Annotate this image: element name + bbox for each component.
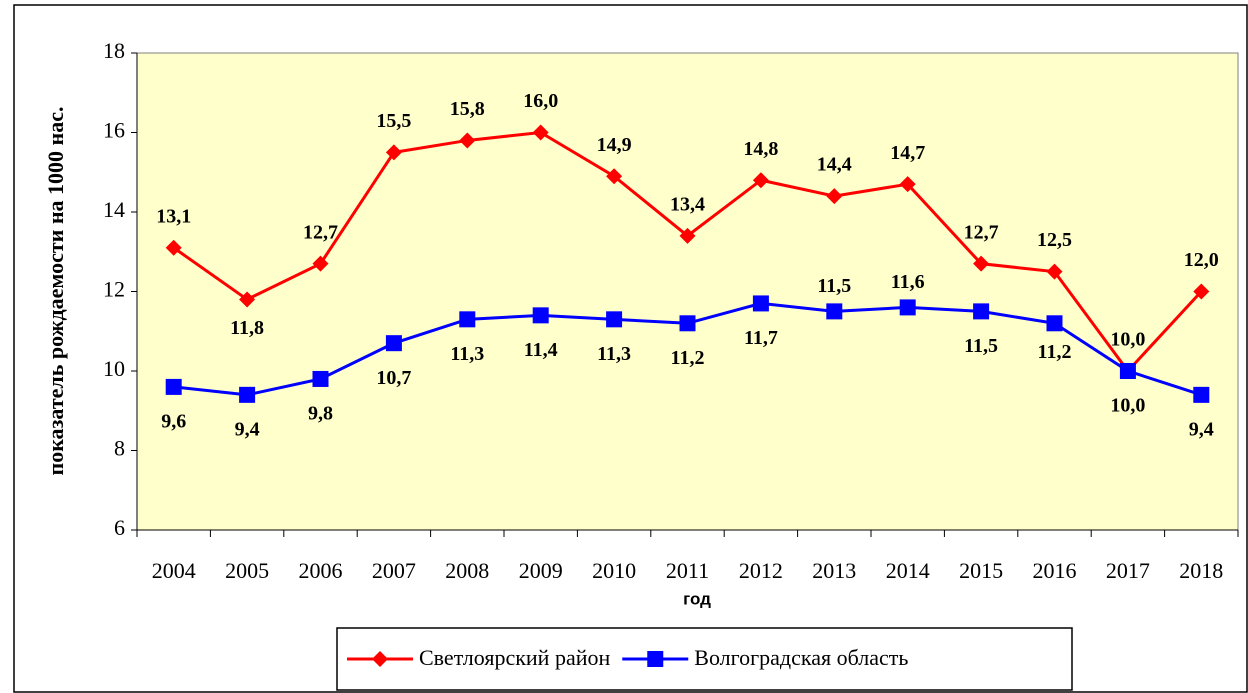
point <box>1119 363 1136 379</box>
data-label: 10,7 <box>376 367 411 389</box>
x-tick-label: 2009 <box>519 558 563 583</box>
data-label: 11,8 <box>230 317 264 339</box>
data-label: 12,0 <box>1184 249 1219 271</box>
legend-label: Волгоградская область <box>694 645 908 670</box>
x-tick-label: 2007 <box>372 558 416 583</box>
data-label: 13,1 <box>156 205 191 227</box>
x-tick-label: 2005 <box>225 558 269 583</box>
y-tick-label: 6 <box>114 515 125 540</box>
point <box>1046 315 1063 332</box>
data-label: 9,4 <box>235 418 260 440</box>
point <box>679 315 696 332</box>
data-label: 11,2 <box>671 347 705 369</box>
data-label: 14,4 <box>817 154 852 176</box>
data-label: 11,7 <box>744 327 778 349</box>
legend-marker <box>647 651 664 667</box>
x-tick-label: 2012 <box>739 558 783 583</box>
point <box>899 299 916 316</box>
y-tick-label: 10 <box>103 356 125 381</box>
point <box>312 370 329 387</box>
point <box>459 311 476 328</box>
point <box>239 291 256 308</box>
data-label: 15,8 <box>450 98 485 120</box>
point <box>459 132 476 149</box>
data-label: 11,3 <box>597 343 631 365</box>
point <box>239 386 256 403</box>
x-tick-label: 2018 <box>1179 558 1223 583</box>
x-tick-label: 2008 <box>445 558 489 583</box>
data-label: 11,4 <box>524 339 558 361</box>
y-tick-label: 16 <box>103 118 125 143</box>
point <box>826 303 843 320</box>
data-label: 11,5 <box>817 275 851 297</box>
point <box>532 124 549 141</box>
point <box>899 176 916 193</box>
point <box>1193 283 1210 300</box>
data-label: 11,5 <box>964 335 998 357</box>
point <box>385 144 402 161</box>
point <box>1193 386 1210 403</box>
x-tick-label: 2004 <box>152 558 196 583</box>
y-tick-label: 14 <box>103 197 125 222</box>
data-label: 12,7 <box>964 221 999 243</box>
point <box>752 172 769 189</box>
data-label: 12,5 <box>1037 229 1072 251</box>
data-label: 11,3 <box>450 343 484 365</box>
point <box>165 239 182 256</box>
x-tick-label: 2011 <box>666 558 709 583</box>
point <box>532 307 549 324</box>
data-label: 14,9 <box>597 134 632 156</box>
x-tick-label: 2015 <box>959 558 1003 583</box>
x-tick-label: 2017 <box>1106 558 1150 583</box>
point <box>606 168 623 185</box>
point <box>606 311 623 328</box>
x-tick-label: 2006 <box>299 558 343 583</box>
data-label: 13,4 <box>670 193 705 215</box>
point <box>973 255 990 272</box>
legend <box>336 627 1073 691</box>
data-label: 9,6 <box>161 410 186 432</box>
point <box>752 295 769 312</box>
y-tick-label: 12 <box>103 277 125 302</box>
x-axis-label: год <box>683 589 711 608</box>
data-label: 14,7 <box>890 142 925 164</box>
point <box>679 227 696 244</box>
y-axis-label: показатель рождаемости на 1000 нас. <box>43 107 68 476</box>
data-label: 11,2 <box>1038 341 1072 363</box>
data-label: 9,4 <box>1189 418 1214 440</box>
x-tick-label: 2013 <box>812 558 856 583</box>
point <box>385 335 402 352</box>
x-tick-label: 2014 <box>886 558 930 583</box>
data-label: 14,8 <box>743 138 778 160</box>
y-tick-label: 18 <box>103 38 125 63</box>
point <box>312 255 329 272</box>
plot-area <box>136 52 1239 531</box>
x-tick-label: 2010 <box>592 558 636 583</box>
data-label: 11,6 <box>891 271 925 293</box>
point <box>1046 263 1063 280</box>
legend-marker <box>372 651 388 667</box>
data-label: 9,8 <box>308 403 333 425</box>
point <box>165 378 182 395</box>
data-label: 10,0 <box>1110 395 1145 417</box>
point <box>826 188 843 205</box>
y-tick-label: 8 <box>114 436 125 461</box>
x-tick-label: 2016 <box>1033 558 1077 583</box>
data-label: 12,7 <box>303 221 338 243</box>
data-label: 10,0 <box>1110 329 1145 351</box>
legend-label: Светлоярский район <box>419 645 610 670</box>
point <box>973 303 990 320</box>
data-label: 16,0 <box>523 90 558 112</box>
data-label: 15,5 <box>376 110 411 132</box>
